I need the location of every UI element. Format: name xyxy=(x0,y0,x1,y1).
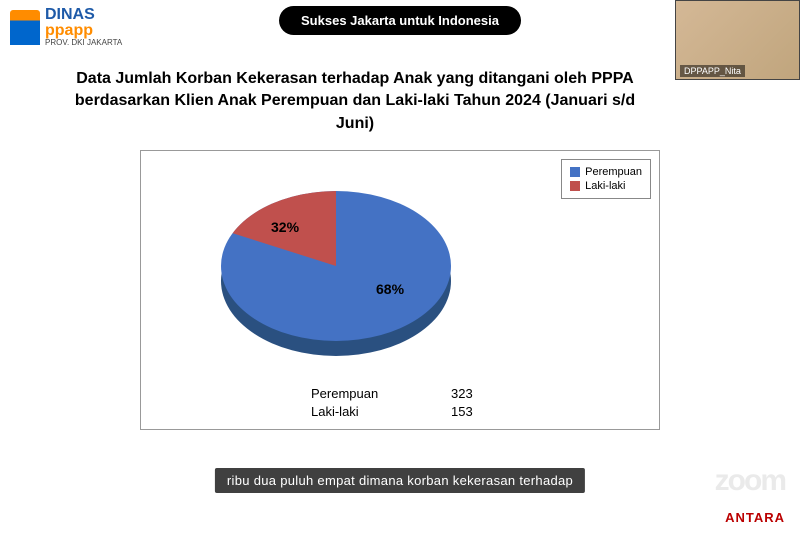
logo: DINAS ppapp PROV. DKI JAKARTA xyxy=(10,7,122,47)
pie-body: 32% 68% xyxy=(221,191,451,361)
video-participant-label: DPPAPP_Nita xyxy=(680,65,745,77)
table-row: Perempuan 323 xyxy=(311,385,473,403)
legend-label: Perempuan xyxy=(585,166,642,178)
legend-swatch-icon xyxy=(570,181,580,191)
logo-text: DINAS ppapp PROV. DKI JAKARTA xyxy=(45,7,122,47)
legend-swatch-icon xyxy=(570,167,580,177)
logo-brand-main: ppapp xyxy=(45,23,122,39)
legend-item: Perempuan xyxy=(570,166,642,178)
jakarta-crest-icon xyxy=(10,10,40,45)
pie-chart: Perempuan Laki-laki 32% 68% Perempuan 32… xyxy=(140,150,660,430)
table-row: Laki-laki 153 xyxy=(311,403,473,421)
slide-title: Data Jumlah Korban Kekerasan terhadap An… xyxy=(60,68,650,135)
logo-subtext: PROV. DKI JAKARTA xyxy=(45,39,122,47)
logo-brand-top: DINAS xyxy=(45,7,122,23)
slice-pct-perempuan: 68% xyxy=(376,281,404,297)
row-value: 153 xyxy=(451,403,473,421)
pie-slice-laki xyxy=(221,191,451,341)
pie-top xyxy=(221,191,451,341)
row-value: 323 xyxy=(451,385,473,403)
legend-label: Laki-laki xyxy=(585,180,625,192)
chart-data-table: Perempuan 323 Laki-laki 153 xyxy=(311,385,473,421)
chart-legend: Perempuan Laki-laki xyxy=(561,159,651,199)
legend-item: Laki-laki xyxy=(570,180,642,192)
live-caption: ribu dua puluh empat dimana korban keker… xyxy=(215,468,585,493)
top-banner: Sukses Jakarta untuk Indonesia xyxy=(279,6,521,35)
row-label: Perempuan xyxy=(311,385,401,403)
video-thumbnail[interactable]: DPPAPP_Nita xyxy=(675,0,800,80)
zoom-watermark: zoom xyxy=(715,464,785,498)
antara-watermark: ANTARA xyxy=(725,510,785,525)
row-label: Laki-laki xyxy=(311,403,401,421)
slice-pct-laki: 32% xyxy=(271,219,299,235)
